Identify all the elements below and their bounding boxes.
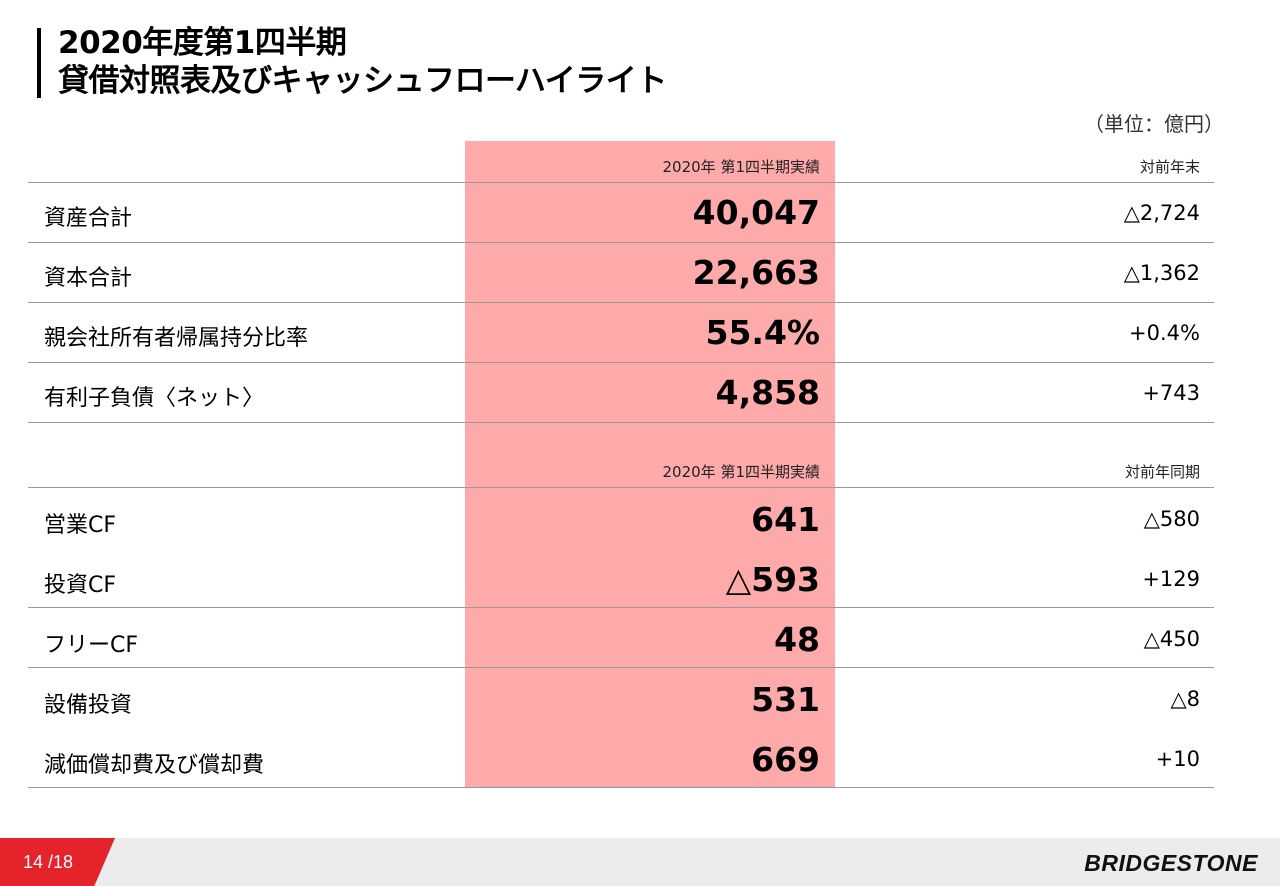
table-row: 営業CF 641 △580 <box>28 488 1214 547</box>
row-label: 投資CF <box>44 573 117 598</box>
row-value: 40,047 <box>692 193 820 232</box>
title-line-1: 2020年度第1四半期 <box>58 25 347 61</box>
row-label: 資産合計 <box>44 206 133 231</box>
table-row: 投資CF △593 +129 <box>28 548 1214 608</box>
table-row: 有利子負債〈ネット〉 4,858 +743 <box>28 363 1214 423</box>
row-label: フリーCF <box>44 633 139 658</box>
row-change: △1,362 <box>1123 261 1200 285</box>
row-label: 資本合計 <box>44 266 133 291</box>
cash-flow-change-header: 対前年同期 <box>1124 463 1200 481</box>
row-change: △580 <box>1143 507 1200 531</box>
actual-results-column-highlight <box>465 141 835 788</box>
row-value: △593 <box>725 560 820 599</box>
balance-sheet-column-header: 2020年 第1四半期実績 <box>662 158 821 176</box>
bridgestone-logo: BRIDGESTONE <box>1084 850 1258 876</box>
table-row: フリーCF 48 △450 <box>28 608 1214 668</box>
row-value: 4,858 <box>715 373 820 412</box>
row-change: +10 <box>1155 747 1200 771</box>
table-row: 設備投資 531 △8 <box>28 668 1214 727</box>
page-number-tab <box>0 838 115 886</box>
cash-flow-header-row: 2020年 第1四半期実績 対前年同期 <box>28 446 1214 488</box>
row-change: +129 <box>1142 567 1200 591</box>
row-label: 有利子負債〈ネット〉 <box>44 386 265 411</box>
row-value: 669 <box>751 740 820 779</box>
row-change: △450 <box>1143 627 1200 651</box>
row-label: 減価償却費及び償却費 <box>44 753 265 778</box>
row-change: +743 <box>1142 381 1200 405</box>
row-label: 親会社所有者帰属持分比率 <box>44 326 309 351</box>
page-title: 2020年度第1四半期 貸借対照表及びキャッシュフローハイライト <box>58 24 667 100</box>
title-line-2: 貸借対照表及びキャッシュフローハイライト <box>58 63 667 99</box>
unit-label: （単位：億円） <box>1084 112 1224 136</box>
row-value: 22,663 <box>692 253 820 292</box>
balance-sheet-change-header: 対前年末 <box>1139 158 1200 176</box>
row-change: +0.4% <box>1129 321 1200 345</box>
row-label: 営業CF <box>44 513 117 538</box>
row-value: 641 <box>751 500 820 539</box>
table-row: 減価償却費及び償却費 669 +10 <box>28 728 1214 788</box>
table-row: 資産合計 40,047 △2,724 <box>28 183 1214 243</box>
table-row: 親会社所有者帰属持分比率 55.4% +0.4% <box>28 303 1214 363</box>
row-value: 531 <box>751 680 820 719</box>
footer-bar <box>0 838 1280 886</box>
row-label: 設備投資 <box>44 693 133 718</box>
row-value: 48 <box>774 620 820 659</box>
cash-flow-column-header: 2020年 第1四半期実績 <box>662 463 821 481</box>
title-accent-bar <box>37 28 41 98</box>
row-change: △8 <box>1170 687 1200 711</box>
row-change: △2,724 <box>1123 201 1200 225</box>
row-value: 55.4% <box>705 313 821 352</box>
table-row: 資本合計 22,663 △1,362 <box>28 243 1214 303</box>
page-number: 14 /18 <box>23 852 74 872</box>
balance-sheet-header-row: 2020年 第1四半期実績 対前年末 <box>28 141 1214 183</box>
